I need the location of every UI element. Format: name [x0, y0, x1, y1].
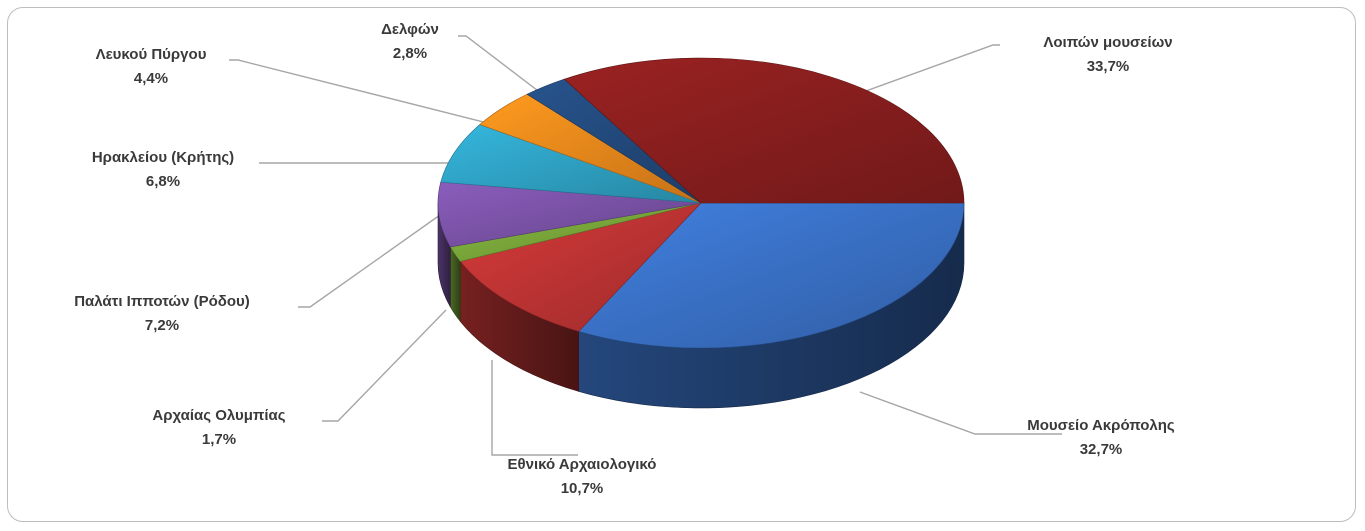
slice-7-label-value: 33,7%: [1087, 58, 1130, 75]
slice-1-top: [459, 202, 702, 332]
slice-4-label-value: 6,8%: [146, 173, 180, 190]
slice-1-label-name: Εθνικό Αρχαιολογικό: [508, 456, 657, 473]
slice-5-leader-line: [229, 59, 520, 132]
slice-7-label-name: Λοιπών μουσείων: [1043, 34, 1172, 51]
slice-6-label-name: Δελφών: [381, 21, 439, 38]
slice-0-label-value: 32,7%: [1080, 441, 1123, 458]
slice-4-label-name: Ηρακλείου (Κρήτης): [92, 149, 234, 166]
slice-5-label-name: Λευκού Πύργου: [96, 46, 207, 63]
slice-4-top: [440, 124, 702, 204]
pie-sides: [437, 202, 965, 409]
slice-3-leader-line: [298, 214, 441, 308]
slice-2-label-name: Αρχαίας Ολυμπίας: [152, 407, 285, 424]
leader-lines: [229, 35, 1062, 456]
slice-2-leader-line: [322, 309, 447, 422]
slice-6-label-value: 2,8%: [393, 45, 427, 62]
slice-3-top: [437, 181, 702, 248]
slice-7-top: [563, 57, 965, 204]
slice-0-label-name: Μουσείο Ακρόπολης: [1027, 417, 1175, 434]
pie-tops: [437, 57, 965, 349]
slice-7-leader-line: [807, 44, 1000, 113]
slice-6-leader-line: [458, 35, 572, 117]
slice-5-label-value: 4,4%: [134, 70, 168, 87]
slice-2-label-value: 1,7%: [202, 431, 236, 448]
slice-1-leader-line: [491, 360, 578, 456]
slice-3-label-name: Παλάτι Ιπποτών (Ρόδου): [74, 293, 250, 310]
slice-0-top: [578, 202, 965, 349]
slice-0-leader-line: [859, 391, 1062, 435]
data-labels: Μουσείο Ακρόπολης 32,7% Εθνικό Αρχαιολογικ…: [74, 21, 1175, 497]
slice-3-label-value: 7,2%: [145, 317, 179, 334]
slice-1-label-value: 10,7%: [561, 480, 604, 497]
